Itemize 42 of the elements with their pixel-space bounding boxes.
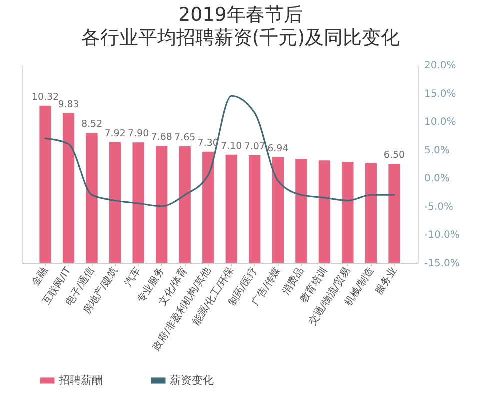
bar — [109, 142, 122, 263]
y2-tick-label: -5.0% — [424, 202, 454, 213]
bar — [365, 163, 378, 263]
data-label: 7.90 — [128, 128, 150, 140]
data-label: 9.83 — [58, 99, 80, 110]
bar — [342, 162, 354, 263]
bar — [62, 113, 75, 263]
data-label: 6.50 — [384, 150, 406, 161]
x-tick-label: 汽车 — [122, 265, 144, 289]
chart-title: 2019年春节后 — [178, 4, 303, 26]
bar — [156, 146, 168, 263]
x-tick-label: 金融 — [30, 265, 51, 289]
bar — [318, 160, 331, 263]
bar — [388, 164, 400, 263]
y2-tick-label: 0.0% — [424, 174, 450, 185]
data-label: 10.32 — [32, 92, 60, 103]
y2-tick-label: -15.0% — [424, 258, 460, 270]
data-label: 7.92 — [104, 128, 126, 140]
chart-subtitle: 各行业平均招聘薪资(千元)及同比变化 — [81, 27, 400, 49]
legend-label: 薪资变化 — [170, 374, 214, 387]
data-label: 7.07 — [244, 141, 266, 152]
data-label: 7.68 — [151, 132, 172, 144]
bar — [40, 106, 52, 263]
bar — [86, 133, 98, 263]
data-label: 6.94 — [268, 143, 289, 154]
data-label: 7.10 — [221, 140, 242, 152]
x-tick-label: 服务业 — [373, 265, 400, 297]
y2-tick-label: 10.0% — [424, 117, 456, 128]
data-label: 8.52 — [81, 119, 103, 130]
bar — [296, 158, 308, 263]
bar — [226, 154, 238, 263]
y2-tick-label: 20.0% — [424, 60, 456, 72]
bar — [179, 146, 191, 263]
legend-label: 招聘薪酬 — [58, 374, 103, 387]
bar — [272, 157, 284, 263]
bar — [132, 142, 144, 263]
data-label: 7.65 — [174, 132, 196, 144]
bar — [202, 152, 214, 263]
y2-tick-label: 5.0% — [424, 145, 450, 156]
y2-tick-label: -10.0% — [424, 230, 460, 242]
y2-tick-label: 15.0% — [424, 88, 456, 100]
bar — [249, 155, 261, 263]
